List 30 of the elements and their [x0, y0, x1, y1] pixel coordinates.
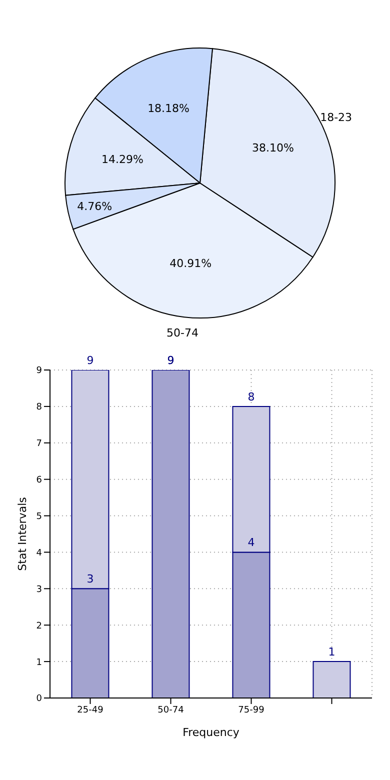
y-tick-label: 3: [36, 584, 42, 595]
y-tick-label: 1: [36, 658, 42, 668]
slice-label: 18-23: [320, 111, 352, 124]
data-label: 40.91%: [170, 256, 212, 270]
y-tick-label: 5: [36, 512, 42, 522]
y-tick-label: 7: [36, 439, 42, 450]
y-tick-label: 9: [36, 366, 42, 376]
data-label: 14.29%: [102, 152, 144, 166]
x-tick-label: 75-99: [238, 705, 265, 716]
data-label: 38.10%: [252, 141, 294, 154]
y-tick-label: 0: [36, 694, 42, 704]
data-label: 4.76%: [77, 200, 112, 214]
bar: [312, 661, 351, 698]
x-tick-label: 25-49: [77, 705, 104, 716]
total-label: 9: [86, 354, 94, 367]
total-label: 1: [328, 646, 336, 659]
y-tick-label: 4: [36, 548, 42, 558]
bar: [152, 370, 190, 698]
data-label: 4: [248, 536, 255, 550]
y-tick-label: 6: [36, 476, 42, 486]
y-axis-title: Stat Intervals: [16, 496, 29, 571]
y-tick-label: 8: [36, 402, 42, 413]
x-tick-label: 50-74: [158, 705, 184, 716]
y-tick-label: 2: [36, 621, 42, 632]
data-label: 3: [86, 572, 94, 586]
slice-label: 50-74: [166, 326, 198, 340]
x-axis-title: Frequency: [182, 726, 240, 739]
total-label: 9: [167, 354, 174, 367]
data-label: 18.18%: [148, 102, 190, 115]
total-label: 8: [248, 390, 255, 404]
